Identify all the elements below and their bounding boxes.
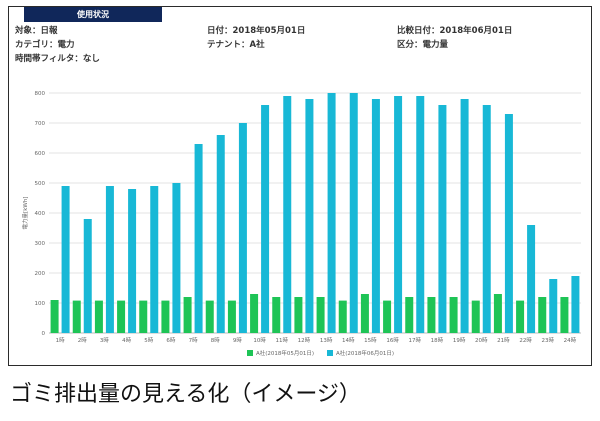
x-tick-label: 23時 <box>542 336 555 344</box>
usage-status-tab[interactable]: 使用状況 <box>24 7 162 22</box>
division-label: 区分：電力量 <box>397 40 449 50</box>
bar-series2 <box>571 276 580 333</box>
legend-entry: A社(2018年06月01日) <box>336 349 394 357</box>
y-tick-label: 200 <box>35 271 46 277</box>
bar-series2 <box>61 186 70 333</box>
bar-series1 <box>538 297 547 333</box>
category-label: カテゴリ：電力 <box>15 40 75 50</box>
x-tick-label: 5時 <box>144 336 153 344</box>
bar-series2 <box>371 99 380 333</box>
y-tick-label: 600 <box>35 151 46 157</box>
target-label: 対象：日報 <box>15 26 58 36</box>
caption: ゴミ排出量の見える化（イメージ） <box>10 382 361 407</box>
date-label: 日付：2018年05月01日 <box>207 26 306 36</box>
bar-series2 <box>327 93 336 333</box>
y-tick-label: 500 <box>35 181 46 187</box>
bar-series1 <box>516 300 525 333</box>
y-tick-label: 800 <box>35 91 46 97</box>
bar-series1 <box>117 300 126 333</box>
bar-series1 <box>139 300 148 333</box>
bar-series1 <box>316 297 325 333</box>
x-tick-label: 10時 <box>253 336 266 344</box>
bar-series2 <box>504 114 513 333</box>
x-tick-label: 16時 <box>386 336 399 344</box>
bar-series1 <box>183 297 192 333</box>
bar-series1 <box>493 294 502 333</box>
bar-series2 <box>416 96 425 333</box>
bar-series1 <box>272 297 281 333</box>
bar-series2 <box>238 123 247 333</box>
bar-series2 <box>172 183 181 333</box>
x-tick-label: 1時 <box>56 336 65 344</box>
time-filter-label: 時間帯フィルタ：なし <box>15 54 100 64</box>
x-tick-label: 8時 <box>211 336 220 344</box>
x-tick-label: 18時 <box>431 336 444 344</box>
bar-series1 <box>161 300 170 333</box>
legend-swatch <box>327 350 333 356</box>
bar-series1 <box>227 300 236 333</box>
x-tick-label: 21時 <box>497 336 510 344</box>
bar-series1 <box>294 297 303 333</box>
legend-swatch <box>247 350 253 356</box>
x-tick-label: 20時 <box>475 336 488 344</box>
bar-series2 <box>394 96 403 333</box>
usage-panel: 使用状況 対象：日報 カテゴリ：電力 時間帯フィルタ：なし 日付：2018年05… <box>8 6 592 366</box>
x-tick-label: 7時 <box>189 336 198 344</box>
y-axis-label: 電力量[kWh] <box>21 197 29 230</box>
bar-series1 <box>360 294 369 333</box>
bar-series2 <box>549 279 558 333</box>
bar-series1 <box>205 300 214 333</box>
bar-series2 <box>105 186 114 333</box>
x-tick-label: 14時 <box>342 336 355 344</box>
bar-series2 <box>194 144 203 333</box>
x-tick-label: 4時 <box>122 336 131 344</box>
bar-series2 <box>349 93 358 333</box>
bar-series2 <box>128 189 137 333</box>
bar-series1 <box>427 297 436 333</box>
x-tick-label: 19時 <box>453 336 466 344</box>
x-tick-label: 15時 <box>364 336 377 344</box>
bar-series2 <box>216 135 225 333</box>
x-tick-label: 13時 <box>320 336 333 344</box>
bar-series1 <box>250 294 259 333</box>
y-tick-label: 700 <box>35 121 46 127</box>
bar-series1 <box>94 300 103 333</box>
x-tick-label: 24時 <box>564 336 577 344</box>
bar-series2 <box>482 105 491 333</box>
x-tick-label: 17時 <box>409 336 422 344</box>
bar-series2 <box>438 105 447 333</box>
x-tick-label: 2時 <box>78 336 87 344</box>
x-tick-label: 12時 <box>298 336 311 344</box>
bar-series2 <box>460 99 469 333</box>
y-tick-label: 400 <box>35 211 46 217</box>
x-tick-label: 9時 <box>233 336 242 344</box>
bar-series1 <box>72 300 81 333</box>
bar-series2 <box>150 186 159 333</box>
bar-series1 <box>471 300 480 333</box>
bar-series2 <box>83 219 92 333</box>
bar-series2 <box>527 225 536 333</box>
tenant-label: テナント：A社 <box>207 40 265 50</box>
bar-series2 <box>305 99 314 333</box>
usage-bar-chart: 0 100 200 300 400 500 600 700 800 電力量[kWh] 1時 2時 3時 4… <box>21 91 581 357</box>
bar-series2 <box>283 96 292 333</box>
x-tick-label: 6時 <box>166 336 175 344</box>
y-tick-label: 100 <box>35 301 46 307</box>
bar-series1 <box>338 300 347 333</box>
bar-series1 <box>560 297 569 333</box>
bar-series1 <box>50 300 59 333</box>
y-tick-label: 300 <box>35 241 46 247</box>
x-tick-label: 22時 <box>519 336 532 344</box>
bar-series1 <box>405 297 414 333</box>
bar-series1 <box>383 300 392 333</box>
compare-date-label: 比較日付：2018年06月01日 <box>397 26 513 36</box>
bar-series1 <box>449 297 458 333</box>
x-tick-label: 3時 <box>100 336 109 344</box>
bar-series2 <box>261 105 270 333</box>
y-tick-label: 0 <box>42 331 46 337</box>
x-tick-label: 11時 <box>276 336 289 344</box>
legend-entry: A社(2018年05月01日) <box>256 349 314 357</box>
